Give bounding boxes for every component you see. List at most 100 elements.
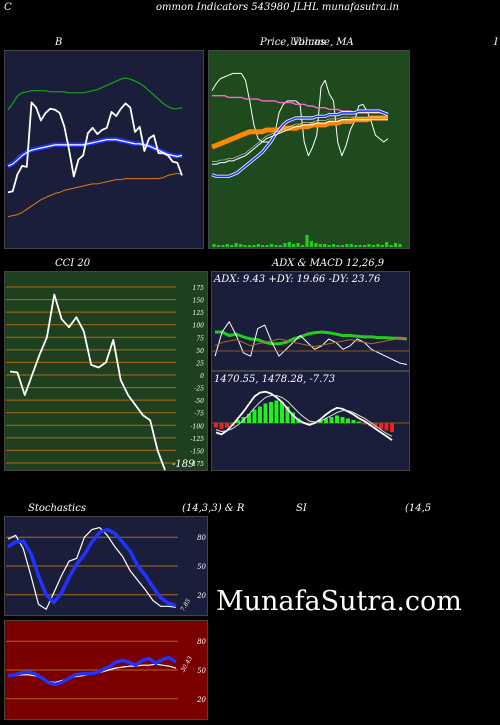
rsi-params: (14,5: [405, 503, 432, 514]
cci-tick-label: 150: [193, 298, 205, 305]
bb-middle-b-line: [7, 137, 183, 166]
price-pink-ma-line: [212, 95, 388, 114]
adx-values: ADX: 9.43 +DY: 19.66 -DY: 23.76: [214, 274, 381, 285]
volume-bar: [394, 243, 398, 247]
adx-adx-line: [215, 330, 408, 346]
stochastics-tick-label: 50: [197, 563, 206, 571]
stochastics-d-line: [7, 527, 177, 608]
bb-middle-a-line: [7, 138, 183, 167]
volume-bar: [216, 245, 220, 247]
volume-bar: [278, 245, 282, 247]
volume-bar: [261, 245, 265, 247]
macd-values: 1470.55, 1478.28, -7.73: [214, 374, 336, 385]
adx-minus_di-line: [214, 337, 408, 347]
stoch-label: Stochastics: [28, 503, 86, 514]
volume-bar: [389, 245, 393, 247]
volume-bar: [385, 242, 389, 247]
cci-tick-label: -150: [191, 448, 205, 455]
macd-signal-line: [215, 395, 393, 437]
rsi-label: SI: [296, 503, 307, 514]
bb-label: B: [55, 37, 63, 48]
volume-bar: [367, 244, 371, 247]
stochastics-tick-label: 20: [196, 592, 206, 600]
volume-bar: [332, 244, 336, 247]
cci-panel: 175 150 125 100 75 50 25 0 -25 -50 -75 -100 -125 -150…: [4, 271, 208, 471]
volume-bar: [274, 245, 278, 247]
cci-label: CCI 20: [55, 258, 91, 269]
volume-bar: [243, 245, 247, 247]
cci-tick-label: 100: [193, 323, 205, 330]
volume-bar: [358, 245, 362, 247]
price-label: Price, Volume, MA: [260, 37, 354, 48]
volume-bar: [336, 245, 340, 247]
macd-panel: [211, 371, 410, 471]
header-right-char: I: [494, 37, 498, 48]
macd-histogram-bar: [258, 406, 262, 423]
macd-histogram-bar: [219, 423, 224, 429]
volume-bar: [323, 244, 327, 247]
cci-tick-label: -125: [191, 436, 205, 443]
volume-bar: [318, 244, 322, 247]
rsi-rsi_smooth-line: [7, 655, 178, 687]
macd-histogram-bar: [384, 423, 389, 431]
volume-bar: [212, 244, 216, 247]
macd-histogram-bar: [214, 423, 218, 428]
macd-histogram-bar: [346, 418, 350, 423]
cci-tick-label: -75: [194, 411, 204, 418]
price-panel: [208, 50, 410, 249]
macd-histogram-bar: [357, 421, 361, 423]
cci-last-value: -189: [172, 459, 195, 470]
cci-tick-label: -175: [191, 461, 205, 468]
volume-bar: [314, 243, 318, 247]
volume-bar: [371, 245, 375, 247]
volume-bar: [340, 245, 344, 247]
volume-bar: [398, 244, 402, 247]
volume-bar: [380, 245, 384, 247]
macd-histogram-bar: [362, 423, 367, 425]
stoch-params: (14,3,3) & R: [182, 503, 245, 514]
rsi-tick-label: 20: [196, 696, 206, 704]
rsi-tick-label: 50: [197, 667, 206, 675]
cci-tick-label: 25: [195, 360, 204, 367]
macd-histogram-bar: [274, 400, 279, 423]
volume-bar: [292, 244, 296, 247]
volume-bar: [225, 244, 229, 247]
volume-bar: [345, 244, 349, 247]
volume-bar: [305, 235, 309, 247]
macd-histogram-bar: [247, 414, 251, 423]
bb-upper-line: [7, 77, 183, 111]
volume-bar: [283, 243, 287, 247]
adx-label: ADX & MACD 12,26,9: [272, 258, 385, 269]
volume-bar: [296, 243, 300, 247]
price-blue-ma-line: [211, 110, 389, 178]
volume-bar: [349, 244, 353, 247]
brand-watermark: MunafaSutra.com: [216, 586, 462, 617]
adx-panel: [211, 271, 410, 371]
macd-histogram-bar: [263, 403, 268, 423]
macd-histogram-bar: [324, 418, 328, 423]
macd-histogram-bar: [252, 409, 257, 423]
macd-histogram-bar: [291, 412, 295, 423]
macd-histogram-bar: [335, 415, 339, 423]
volume-bar: [221, 245, 225, 247]
volume-bar: [230, 245, 234, 247]
price-overlay-label: Ulimas: [290, 37, 326, 48]
volume-bar: [265, 245, 269, 247]
cci-tick-label: -25: [194, 386, 204, 393]
volume-bar: [327, 245, 331, 247]
price-white-ma-band: [212, 116, 388, 162]
cci-line: [9, 293, 166, 471]
stochastics-tick-label: 80: [197, 534, 206, 542]
macd-histogram-bar: [379, 423, 383, 429]
macd-histogram-bar: [285, 406, 290, 423]
cci-tick-label: 0: [200, 373, 204, 380]
bollinger-panel: [4, 50, 204, 249]
cci-tick-label: -100: [191, 423, 205, 430]
macd-histogram-bar: [340, 417, 345, 423]
macd-histogram-bar: [373, 423, 378, 428]
macd-histogram-bar: [351, 420, 356, 423]
macd-histogram-bar: [307, 423, 312, 425]
cci-tick-label: 50: [196, 348, 204, 355]
volume-bar: [256, 244, 260, 247]
